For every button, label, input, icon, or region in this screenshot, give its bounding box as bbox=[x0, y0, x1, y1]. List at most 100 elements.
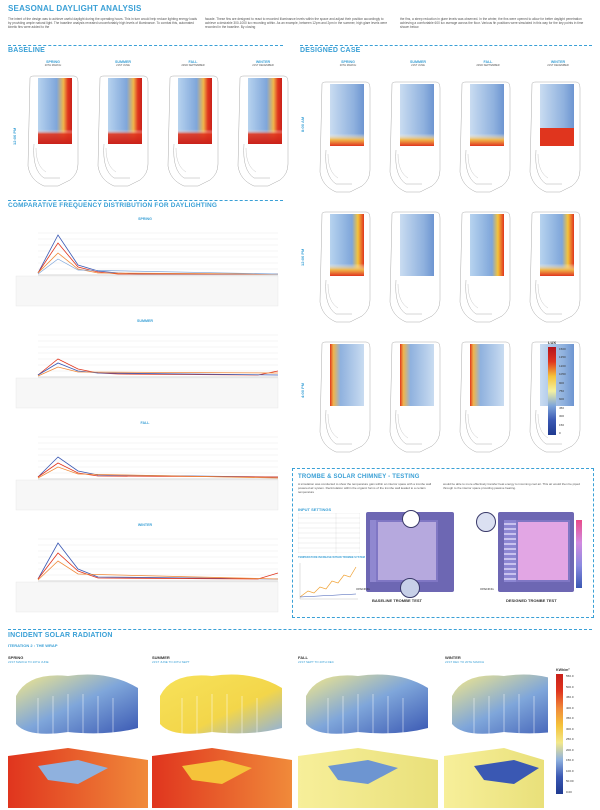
spring-chart bbox=[15, 232, 279, 307]
season-name: FALL bbox=[188, 60, 198, 64]
frequency-charts bbox=[15, 232, 279, 613]
designed-floorplan-grid bbox=[319, 81, 581, 453]
season-name: SPRING bbox=[46, 60, 60, 64]
baseline-grid: SPRING 20TH MARCH SUMMER 21ST JUNE bbox=[20, 60, 290, 195]
lux-tick: 450 bbox=[559, 405, 565, 410]
baseline-trombe-label: BASELINE TROMBE TEST bbox=[372, 598, 423, 603]
temperature-chart bbox=[299, 563, 358, 600]
trombe-wall bbox=[370, 520, 376, 582]
daylight-floorplan bbox=[27, 75, 79, 187]
solar-tick: 150.0 bbox=[566, 758, 574, 763]
solar-tick: 200.0 bbox=[566, 747, 574, 752]
chart-title-fall: FALL bbox=[140, 421, 150, 425]
daylight-floorplan bbox=[167, 75, 219, 187]
baseline-col-summer: SUMMER 21ST JUNE bbox=[90, 60, 156, 187]
seasonal-para-2: facade. These fins are designed to react… bbox=[205, 17, 388, 30]
solar-tick: 100.0 bbox=[566, 768, 574, 773]
trombe-para-2: would be able to more effectively transf… bbox=[443, 482, 580, 490]
lux-tick: 1500 bbox=[559, 347, 566, 351]
opening-label: OPENING bbox=[480, 587, 494, 591]
lux-tick: 900 bbox=[559, 380, 565, 385]
solar-tick: 0.00 bbox=[566, 789, 572, 794]
lux-tick: 600 bbox=[559, 397, 565, 402]
trombe-para-1: A simulation was conducted to show the t… bbox=[298, 482, 432, 494]
season-name: FALL bbox=[483, 60, 493, 64]
designed-header: SPRING 20TH MARCH SUMMER 21ST JUNE FALL … bbox=[315, 60, 585, 80]
season-name: SUMMER bbox=[410, 60, 426, 64]
solar-tick: 350.0 bbox=[566, 716, 574, 721]
frequency-title: COMPARATIVE FREQUENCY DISTRIBUTION FOR D… bbox=[8, 202, 218, 209]
season-date: 21ST JUNE bbox=[116, 64, 130, 67]
chart-title-spring: SPRING bbox=[138, 217, 152, 221]
solar-title: INCIDENT SOLAR RADIATION bbox=[8, 632, 113, 639]
solar-range: 21ST MARCH TO 20TH JUNE bbox=[8, 660, 49, 664]
lux-tick: 1200 bbox=[559, 363, 566, 368]
trombe-temperature-bar bbox=[576, 520, 582, 588]
frequency-divider bbox=[8, 200, 283, 201]
trombe-room bbox=[376, 520, 438, 582]
baseline-col-spring: SPRING 20TH MARCH bbox=[20, 60, 86, 187]
baseline-col-fall: FALL 22ND SEPTEMBER bbox=[160, 60, 226, 187]
input-settings-title: INPUT SETTINGS bbox=[298, 507, 332, 512]
designed-divider bbox=[300, 45, 592, 46]
solar-tick: 400.0 bbox=[566, 705, 574, 710]
lux-tick: 300 bbox=[559, 414, 565, 419]
season-date: 22ND SEPTEMBER bbox=[181, 64, 205, 67]
season-date: 21ST JUNE bbox=[411, 64, 425, 67]
solar-tick: 300.0 bbox=[566, 726, 574, 731]
solar-season: SUMMER bbox=[152, 655, 170, 660]
lux-tick: 750 bbox=[559, 388, 565, 393]
seasonal-para-3: the fins, a steep reduction in glare lev… bbox=[400, 17, 584, 30]
baseline-col-winter: WINTER 21ST DECEMBER bbox=[230, 60, 296, 187]
fall-chart bbox=[15, 436, 279, 511]
trombe-title: TROMBE & SOLAR CHIMNEY - TESTING bbox=[298, 474, 420, 480]
solar-range: 21ST JUNE TO 20TH SEPT bbox=[152, 660, 190, 664]
solar-legend-title: KWh/m² bbox=[556, 668, 570, 672]
solar-tick: 500.0 bbox=[566, 684, 574, 689]
solar-tick: 550.0 bbox=[566, 674, 574, 678]
solar-subtitle: ITERATION 2 : THE WRAP bbox=[8, 643, 58, 648]
daylight-floorplan bbox=[97, 75, 149, 187]
trombe-panel bbox=[292, 468, 594, 618]
input-settings-table bbox=[298, 513, 360, 553]
solar-tick: 50.00 bbox=[566, 779, 574, 784]
season-date: 21ST DECEMBER bbox=[252, 64, 274, 67]
baseline-divider bbox=[8, 45, 283, 46]
season-name: WINTER bbox=[550, 60, 566, 64]
season-date: 21ST DECEMBER bbox=[547, 64, 569, 67]
designed-trombe-label: DESIGNED TROMBE TEST bbox=[506, 598, 557, 603]
season-name: SPRING bbox=[341, 60, 355, 64]
lux-colorbar bbox=[548, 347, 556, 435]
lux-tick: 1350 bbox=[559, 355, 566, 360]
solar-renders bbox=[8, 674, 548, 808]
solar-col-winter: WINTER 21ST DEC TO 20TH MARCH bbox=[445, 655, 585, 664]
seasonal-para-1: The intent of the design was to achieve … bbox=[8, 17, 198, 30]
solar-col-summer: SUMMER 21ST JUNE TO 20TH SEPT bbox=[152, 655, 292, 664]
trombe-room bbox=[516, 520, 570, 582]
lux-tick: 1050 bbox=[559, 372, 566, 377]
designed-trombe-render bbox=[498, 512, 574, 592]
season-date: 20TH MARCH bbox=[44, 64, 62, 67]
winter-chart bbox=[15, 538, 279, 613]
summer-chart bbox=[15, 334, 279, 409]
solar-col-fall: FALL 21ST SEPT TO 20TH DEC bbox=[298, 655, 438, 664]
solar-range: 21ST SEPT TO 20TH DEC bbox=[298, 660, 334, 664]
section-title-seasonal: SEASONAL DAYLIGHT ANALYSIS bbox=[8, 4, 142, 13]
lux-legend-title: LUX bbox=[548, 340, 556, 345]
season-name: WINTER bbox=[255, 60, 271, 64]
solar-tick: 450.0 bbox=[566, 695, 574, 700]
chart-title-summer: SUMMER bbox=[137, 319, 153, 323]
temperature-chart-title: TEMPERATURE INCREASE WITHIN TROMBE SYSTE… bbox=[298, 556, 365, 559]
solar-season: WINTER bbox=[445, 655, 461, 660]
lux-legend: LUX 1500 1350 1200 1050 900 750 600 450 … bbox=[548, 340, 588, 435]
solar-season: SPRING bbox=[8, 655, 24, 660]
season-date: 22ND SEPTEMBER bbox=[476, 64, 500, 67]
trombe-detail-zoom bbox=[400, 578, 420, 598]
trombe-wall bbox=[504, 520, 516, 582]
solar-tick: 250.0 bbox=[566, 737, 574, 742]
lux-tick: 150 bbox=[559, 422, 565, 427]
solar-col-spring: SPRING 21ST MARCH TO 20TH JUNE bbox=[8, 655, 148, 664]
baseline-trombe-render bbox=[366, 512, 454, 592]
designed-title: DESIGNED CASE bbox=[300, 47, 361, 54]
chart-title-winter: WINTER bbox=[137, 523, 153, 527]
